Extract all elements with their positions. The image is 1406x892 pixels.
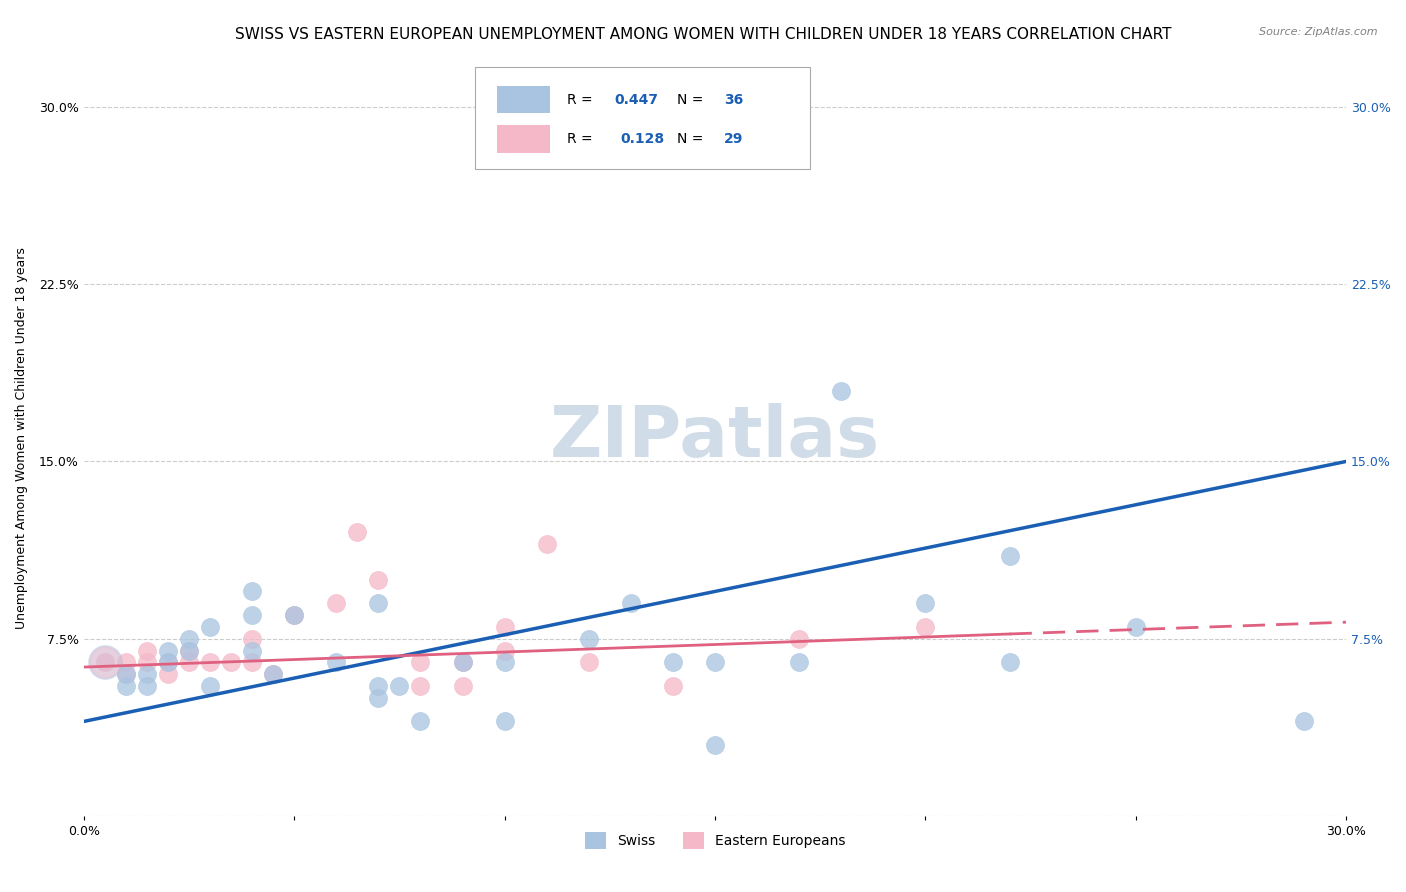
Text: R =: R =: [568, 93, 598, 107]
FancyBboxPatch shape: [496, 86, 550, 113]
Text: 29: 29: [724, 132, 744, 146]
Text: N =: N =: [678, 93, 709, 107]
FancyBboxPatch shape: [496, 126, 550, 153]
Y-axis label: Unemployment Among Women with Children Under 18 years: Unemployment Among Women with Children U…: [15, 247, 28, 629]
FancyBboxPatch shape: [475, 67, 810, 169]
Text: Source: ZipAtlas.com: Source: ZipAtlas.com: [1260, 27, 1378, 37]
Text: 36: 36: [724, 93, 744, 107]
Text: R =: R =: [568, 132, 602, 146]
Legend: Swiss, Eastern Europeans: Swiss, Eastern Europeans: [579, 826, 851, 855]
Text: 0.128: 0.128: [620, 132, 665, 146]
Text: N =: N =: [678, 132, 709, 146]
Text: SWISS VS EASTERN EUROPEAN UNEMPLOYMENT AMONG WOMEN WITH CHILDREN UNDER 18 YEARS : SWISS VS EASTERN EUROPEAN UNEMPLOYMENT A…: [235, 27, 1171, 42]
Text: ZIPatlas: ZIPatlas: [550, 403, 880, 472]
Text: 0.447: 0.447: [614, 93, 658, 107]
